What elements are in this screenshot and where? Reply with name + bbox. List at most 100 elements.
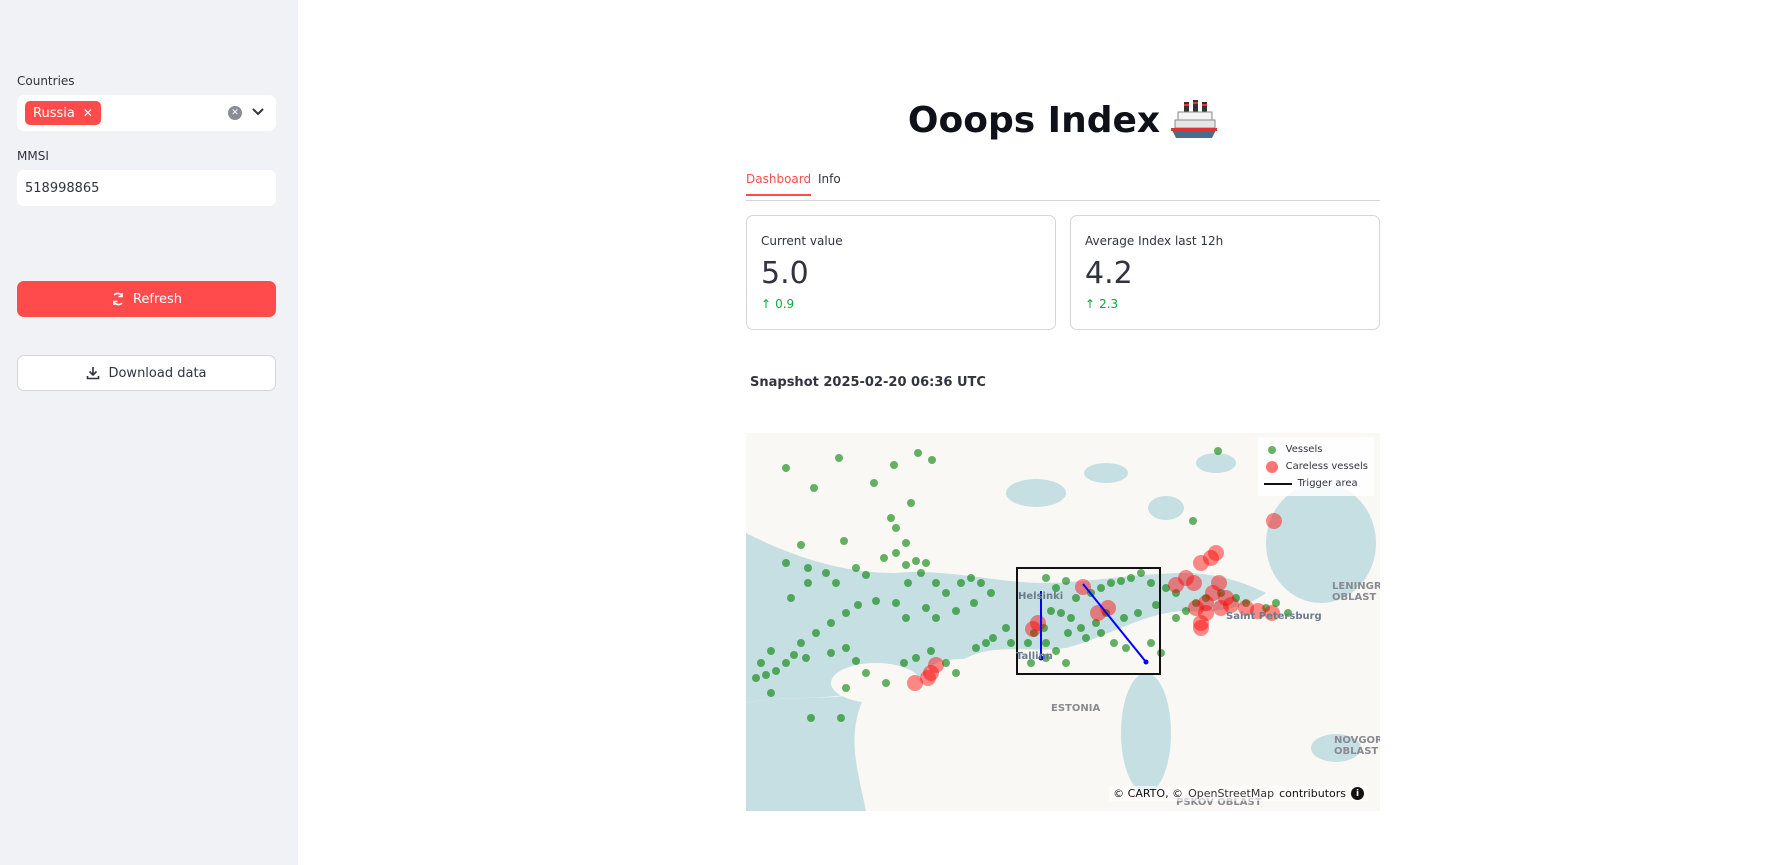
careless-vessel-marker[interactable]	[1223, 597, 1239, 613]
vessel-marker[interactable]	[1097, 629, 1105, 637]
vessel-marker[interactable]	[807, 714, 815, 722]
vessel-marker[interactable]	[797, 541, 805, 549]
vessel-marker[interactable]	[1147, 639, 1155, 647]
vessel-marker[interactable]	[1062, 659, 1070, 667]
vessel-marker[interactable]	[902, 539, 910, 547]
careless-vessel-marker[interactable]	[1266, 513, 1282, 529]
vessel-marker[interactable]	[842, 684, 850, 692]
vessel-marker[interactable]	[1217, 589, 1225, 597]
vessel-marker[interactable]	[1077, 624, 1085, 632]
vessel-marker[interactable]	[912, 557, 920, 565]
vessel-marker[interactable]	[854, 601, 862, 609]
vessel-marker[interactable]	[835, 454, 843, 462]
tab-dashboard[interactable]: Dashboard	[746, 172, 812, 196]
vessel-marker[interactable]	[927, 647, 935, 655]
careless-vessel-marker[interactable]	[1100, 600, 1116, 616]
vessel-marker[interactable]	[1052, 647, 1060, 655]
vessel-marker[interactable]	[987, 589, 995, 597]
careless-vessel-marker[interactable]	[1198, 595, 1214, 611]
tab-info[interactable]: Info	[818, 172, 841, 186]
vessel-marker[interactable]	[1042, 654, 1050, 662]
vessel-marker[interactable]	[767, 689, 775, 697]
vessel-marker[interactable]	[804, 579, 812, 587]
vessel-marker[interactable]	[957, 579, 965, 587]
vessel-marker[interactable]	[822, 569, 830, 577]
vessel-marker[interactable]	[1192, 599, 1200, 607]
vessel-marker[interactable]	[1030, 629, 1038, 637]
vessel-marker[interactable]	[892, 549, 900, 557]
careless-vessel-marker[interactable]	[1188, 600, 1204, 616]
careless-vessel-marker[interactable]	[1208, 545, 1224, 561]
vessel-marker[interactable]	[932, 579, 940, 587]
vessel-marker[interactable]	[757, 659, 765, 667]
vessel-marker[interactable]	[942, 659, 950, 667]
legend-vessels[interactable]: Vessels	[1264, 441, 1368, 458]
vessel-marker[interactable]	[989, 634, 997, 642]
vessel-marker[interactable]	[970, 599, 978, 607]
vessel-marker[interactable]	[1137, 569, 1145, 577]
vessel-marker[interactable]	[812, 629, 820, 637]
vessel-marker[interactable]	[1120, 614, 1128, 622]
clear-icon[interactable]: ✕	[228, 106, 242, 120]
vessel-marker[interactable]	[914, 449, 922, 457]
vessel-marker[interactable]	[782, 559, 790, 567]
chevron-down-icon[interactable]	[250, 103, 266, 121]
vessel-marker[interactable]	[882, 679, 890, 687]
careless-vessel-marker[interactable]	[1238, 600, 1254, 616]
careless-vessel-marker[interactable]	[1250, 603, 1266, 619]
vessel-marker[interactable]	[972, 644, 980, 652]
vessel-marker[interactable]	[1117, 577, 1125, 585]
legend-careless[interactable]: Careless vessels	[1264, 458, 1368, 475]
vessel-map[interactable]: Helsinki Tallinn Saint Petersburg LENING…	[746, 433, 1380, 811]
careless-vessel-marker[interactable]	[1168, 577, 1184, 593]
vessel-marker[interactable]	[982, 639, 990, 647]
vessel-marker[interactable]	[917, 569, 925, 577]
vessel-marker[interactable]	[1284, 609, 1292, 617]
vessel-marker[interactable]	[922, 604, 930, 612]
vessel-marker[interactable]	[862, 669, 870, 677]
vessel-marker[interactable]	[827, 649, 835, 657]
vessel-marker[interactable]	[1214, 447, 1222, 455]
vessel-marker[interactable]	[837, 714, 845, 722]
vessel-marker[interactable]	[900, 659, 908, 667]
vessel-marker[interactable]	[1134, 609, 1142, 617]
vessel-marker[interactable]	[1202, 594, 1210, 602]
vessel-marker[interactable]	[1272, 599, 1280, 607]
vessel-marker[interactable]	[1082, 634, 1090, 642]
vessel-marker[interactable]	[902, 614, 910, 622]
vessel-marker[interactable]	[887, 514, 895, 522]
vessel-marker[interactable]	[1027, 659, 1035, 667]
vessel-marker[interactable]	[890, 461, 898, 469]
vessel-marker[interactable]	[842, 644, 850, 652]
vessel-marker[interactable]	[1057, 609, 1065, 617]
vessel-marker[interactable]	[1042, 574, 1050, 582]
vessel-marker[interactable]	[797, 639, 805, 647]
vessel-marker[interactable]	[1122, 644, 1130, 652]
vessel-marker[interactable]	[1024, 639, 1032, 647]
vessel-marker[interactable]	[967, 574, 975, 582]
vessel-marker[interactable]	[904, 579, 912, 587]
careless-vessel-marker[interactable]	[1205, 585, 1221, 601]
careless-vessel-marker[interactable]	[1025, 621, 1041, 637]
vessel-marker[interactable]	[832, 579, 840, 587]
vessel-marker[interactable]	[1189, 517, 1197, 525]
vessel-marker[interactable]	[932, 614, 940, 622]
vessel-marker[interactable]	[802, 654, 810, 662]
vessel-marker[interactable]	[928, 456, 936, 464]
vessel-marker[interactable]	[1007, 639, 1015, 647]
vessel-marker[interactable]	[840, 537, 848, 545]
careless-vessel-marker[interactable]	[1218, 590, 1234, 606]
vessel-marker[interactable]	[1107, 579, 1115, 587]
refresh-button[interactable]: Refresh	[17, 281, 276, 317]
mmsi-input[interactable]	[17, 170, 276, 206]
careless-vessel-marker[interactable]	[923, 665, 939, 681]
careless-vessel-marker[interactable]	[1203, 550, 1219, 566]
vessel-marker[interactable]	[1127, 574, 1135, 582]
vessel-marker[interactable]	[862, 571, 870, 579]
careless-vessel-marker[interactable]	[1193, 555, 1209, 571]
vessel-marker[interactable]	[804, 564, 812, 572]
vessel-marker[interactable]	[892, 599, 900, 607]
vessel-marker[interactable]	[1262, 604, 1270, 612]
careless-vessel-marker[interactable]	[1211, 575, 1227, 591]
vessel-marker[interactable]	[1052, 584, 1060, 592]
